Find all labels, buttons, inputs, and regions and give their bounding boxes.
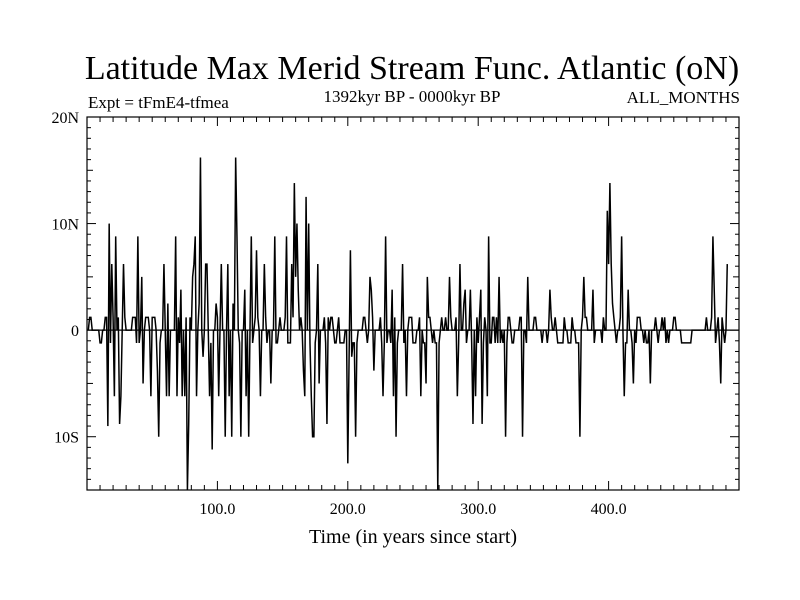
plot-area bbox=[86, 116, 740, 491]
y-tick-label: 10S bbox=[54, 430, 79, 447]
period-label: 1392kyr BP - 0000kyr BP bbox=[324, 87, 501, 106]
experiment-label: Expt = tFmE4-tfmea bbox=[88, 93, 229, 112]
y-tick-label: 10N bbox=[51, 217, 79, 234]
x-tick-label: 200.0 bbox=[330, 501, 366, 518]
y-axis-tick-labels: 20N 10N 0 10S bbox=[51, 110, 79, 447]
chart-title: Latitude Max Merid Stream Func. Atlantic… bbox=[85, 50, 739, 87]
x-axis-tick-labels: 100.0 200.0 300.0 400.0 bbox=[199, 501, 626, 518]
plot-frame bbox=[86, 116, 740, 491]
x-tick-label: 100.0 bbox=[199, 501, 235, 518]
series-line-1 bbox=[87, 157, 729, 490]
x-tick-label: 400.0 bbox=[591, 501, 627, 518]
months-label: ALL_MONTHS bbox=[627, 88, 740, 107]
y-tick-label: 20N bbox=[51, 110, 79, 127]
x-axis-label: Time (in years since start) bbox=[309, 526, 517, 548]
y-tick-label: 0 bbox=[71, 323, 79, 340]
x-tick-label: 300.0 bbox=[460, 501, 496, 518]
